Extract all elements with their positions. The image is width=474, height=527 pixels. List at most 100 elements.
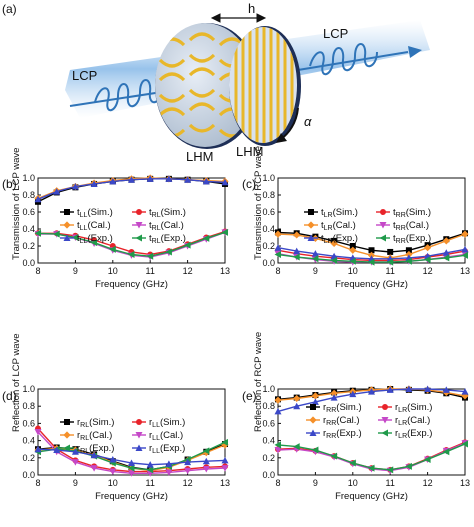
data-point: [405, 462, 412, 470]
legend-marker: [309, 429, 317, 436]
data-point: [53, 188, 61, 195]
data-point: [90, 180, 98, 187]
y-tick-label: 0.4: [22, 224, 35, 234]
x-tick-label: 11: [386, 478, 395, 488]
legend-marker: [379, 234, 386, 242]
chart-panel-b: (b) 8 9 10 11 12 13 0.0 0.2 0.4 0.6 0.8 1.0 Frequency…: [2, 148, 230, 290]
x-axis-label: Frequency (GHz): [335, 491, 408, 502]
data-point: [184, 467, 192, 475]
data-point: [442, 386, 450, 393]
data-point: [461, 245, 469, 253]
x-tick-label: 9: [313, 478, 318, 488]
x-tick-label: 11: [146, 266, 155, 276]
x-tick-label: 12: [423, 266, 433, 276]
data-point: [330, 389, 338, 397]
data-point: [405, 385, 413, 392]
x-tick-label: 9: [73, 478, 78, 488]
data-point: [274, 407, 282, 415]
panel-label: (e): [242, 389, 257, 403]
legend-marker: [380, 209, 386, 215]
panel-a: (a): [2, 1, 430, 164]
lhm-left-disk: [155, 23, 259, 149]
data-point: [311, 250, 319, 257]
legend-marker: [135, 444, 143, 451]
x-tick-label: 13: [460, 478, 470, 488]
legend-marker: [135, 222, 143, 229]
legend-marker: [64, 209, 70, 215]
legend-marker: [136, 209, 142, 215]
legend-entry: tRR(Cal.): [393, 220, 429, 232]
legend-entry: tLL(Sim.): [77, 207, 113, 219]
data-point: [109, 245, 116, 253]
y-tick-label: 0.4: [262, 224, 275, 234]
data-point: [165, 248, 172, 256]
legend-marker: [381, 417, 389, 424]
data-point: [184, 176, 192, 183]
plot-frame: [277, 388, 466, 476]
data-point: [128, 470, 135, 477]
data-point: [165, 460, 173, 467]
alpha-label: α: [304, 114, 312, 129]
x-tick-label: 13: [220, 266, 230, 276]
legend-marker: [379, 222, 387, 229]
data-point: [165, 469, 173, 476]
data-point: [109, 468, 117, 476]
data-point: [405, 257, 412, 265]
lcp-out-label: LCP: [323, 26, 348, 41]
data-point: [368, 247, 375, 254]
chart-panel-d: (d) 8 9 10 11 12 13 0.0 0.2 0.4 0.6 0.8 1.0 Frequency…: [2, 333, 230, 502]
data-point: [330, 239, 338, 248]
legend-marker: [307, 234, 315, 241]
legend-entry: rLL(Exp.): [149, 443, 185, 455]
y-tick-label: 0.0: [262, 258, 275, 268]
data-point: [424, 256, 431, 264]
legend-marker: [307, 221, 315, 229]
data-point: [221, 438, 228, 446]
data-point: [424, 385, 432, 392]
y-tick-label: 0.6: [22, 207, 35, 217]
x-tick-label: 8: [275, 266, 280, 276]
data-point: [128, 459, 135, 466]
legend-entry: tLL(Cal.): [77, 220, 111, 232]
panel-label: (d): [2, 389, 17, 403]
data-point: [109, 177, 117, 185]
y-tick-label: 0.6: [262, 418, 275, 428]
data-point: [274, 230, 282, 238]
data-point: [386, 386, 394, 393]
data-point: [71, 448, 79, 455]
data-point: [146, 175, 154, 182]
data-point: [34, 445, 42, 453]
data-point: [71, 183, 79, 190]
data-point: [184, 458, 192, 466]
legend-entry: tLR(Sim.): [321, 207, 358, 219]
lhm-right-disk: [229, 26, 301, 146]
x-tick-label: 11: [386, 266, 395, 276]
data-point: [146, 461, 154, 468]
x-tick-label: 13: [220, 478, 230, 488]
data-point: [330, 452, 338, 460]
x-tick-label: 8: [275, 478, 280, 488]
legend-entry: rLL(Sim.): [149, 417, 185, 429]
y-tick-label: 0.4: [262, 436, 275, 446]
data-point: [202, 234, 210, 242]
data-point: [461, 251, 468, 259]
y-tick-label: 0.0: [22, 258, 35, 268]
x-tick-label: 12: [183, 478, 193, 488]
data-point: [274, 244, 282, 251]
y-tick-label: 0.6: [262, 207, 275, 217]
data-point: [461, 440, 468, 448]
data-point: [274, 447, 282, 454]
x-tick-label: 10: [108, 478, 118, 488]
data-point: [311, 446, 319, 454]
data-point: [221, 441, 229, 449]
data-point: [293, 231, 301, 239]
legend-entry: rRR(Sim.): [323, 402, 362, 414]
data-point: [128, 464, 135, 472]
lhm-right-label: LHM: [236, 144, 263, 159]
y-tick-label: 0.2: [22, 453, 35, 463]
data-point: [274, 441, 281, 449]
data-point: [349, 243, 356, 249]
y-tick-label: 0.8: [22, 401, 35, 411]
chart-panel-e: (e) 8 9 10 11 12 13 0.0 0.2 0.4 0.6 0.8 1.0 Frequency…: [242, 332, 470, 502]
data-point: [34, 195, 42, 203]
